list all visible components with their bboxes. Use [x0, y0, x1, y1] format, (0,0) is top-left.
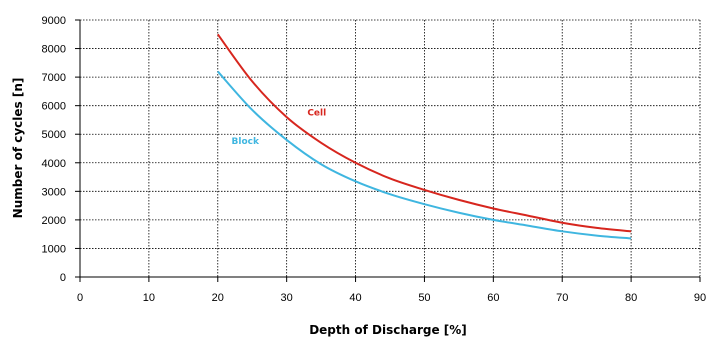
x-tick-label: 20	[212, 292, 224, 304]
series-label-cell: Cell	[307, 109, 326, 119]
x-tick-label: 80	[625, 292, 637, 304]
series-line-block	[217, 70, 632, 240]
y-tick-label: 6000	[42, 101, 66, 113]
x-tick-label: 30	[281, 292, 293, 304]
y-tick-label: 1000	[42, 243, 66, 255]
x-tick-label: 10	[143, 292, 155, 304]
series-annotations: Cell Block	[232, 109, 327, 148]
y-tick-label: 2000	[42, 215, 66, 227]
y-tick-label: 5000	[42, 129, 66, 141]
series-line-cell	[216, 33, 632, 233]
gridlines	[80, 19, 701, 277]
y-tick-label: 0	[60, 272, 66, 284]
x-axis-title: Depth of Discharge [%]	[309, 323, 467, 337]
y-tick-label: 7000	[42, 72, 66, 84]
y-axis-title: Number of cycles [n]	[11, 78, 25, 219]
x-tick-label: 40	[349, 292, 361, 304]
series-lines	[216, 33, 632, 240]
tick-labels: 0 1000 2000 3000 4000 5000 6000 7000 8000 9000 0 10…	[42, 15, 707, 304]
y-tick-label: 8000	[42, 44, 66, 56]
x-tick-label: 0	[77, 292, 83, 304]
y-tick-label: 4000	[42, 158, 66, 170]
y-tick-label: 9000	[42, 15, 66, 27]
axes	[75, 19, 701, 282]
series-label-block: Block	[232, 137, 260, 147]
y-tick-label: 3000	[42, 186, 66, 198]
x-tick-label: 70	[556, 292, 568, 304]
x-tick-label: 60	[487, 292, 499, 304]
x-tick-label: 50	[418, 292, 430, 304]
x-tick-label: 90	[694, 292, 706, 304]
